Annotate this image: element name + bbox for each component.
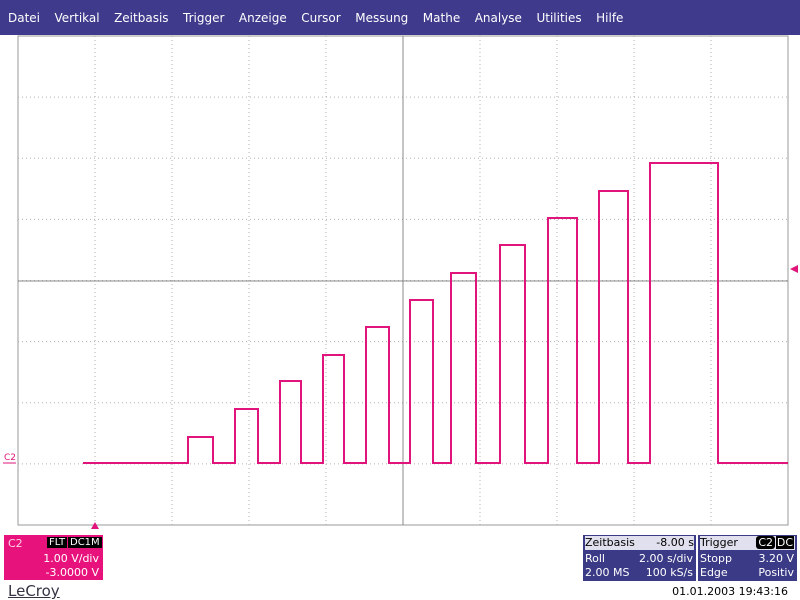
panel-header: Zeitbasis -8.00 s <box>585 536 694 550</box>
row-label: Edge <box>700 566 728 579</box>
trace-marker: C2 <box>4 453 16 463</box>
row-value: 100 kS/s <box>645 566 693 579</box>
trigger-coupling: DC <box>775 536 794 549</box>
menu-item[interactable]: Vertikal <box>54 10 100 25</box>
timebase-descriptor[interactable]: Zeitbasis -8.00 s Roll 2.00 s/div 2.00 MS 10… <box>583 535 696 581</box>
coupling-flag: DC1M <box>68 537 102 548</box>
menu-item[interactable]: Messung <box>355 10 409 25</box>
menu-item[interactable]: Utilities <box>536 10 582 25</box>
trace <box>83 162 788 464</box>
row-label: Roll <box>585 552 605 565</box>
trigger-descriptor[interactable]: Trigger C2 DC Stopp 3.20 V Edge Positiv <box>698 535 797 581</box>
info-row: 2.00 MS 100 kS/s <box>585 566 693 580</box>
info-row: Roll 2.00 s/div <box>585 552 693 566</box>
vertical-scale: 1.00 V/div <box>43 552 99 565</box>
channel-label: C2 <box>8 537 23 550</box>
row-value: 2.00 s/div <box>639 552 693 565</box>
panel-title: Zeitbasis <box>585 536 635 549</box>
timestamp: 01.01.2003 19:43:16 <box>672 585 788 598</box>
menu-item[interactable]: Mathe <box>422 10 461 25</box>
info-row: Edge Positiv <box>700 566 794 580</box>
row-label: Stopp <box>700 552 732 565</box>
row-label: 2.00 MS <box>585 566 630 579</box>
trigger-time-marker <box>91 522 99 529</box>
waveform-display: C2 <box>3 35 798 529</box>
menu-item[interactable]: Anzeige <box>238 10 287 25</box>
channel-descriptor[interactable]: C2 FLT DC1M 1.00 V/div -3.0000 V <box>4 535 103 580</box>
panel-title: Trigger <box>700 536 738 549</box>
offset: -3.0000 V <box>45 566 99 579</box>
brand-logo: LeCroy <box>8 582 60 600</box>
menu-item[interactable]: Hilfe <box>596 10 624 25</box>
menu-item[interactable]: Trigger <box>183 10 225 25</box>
filter-flag: FLT <box>47 537 68 548</box>
panel-header: Trigger C2 DC <box>700 536 795 550</box>
row-value: Positiv <box>758 566 794 579</box>
delay: -8.00 s <box>656 536 694 549</box>
info-row: Stopp 3.20 V <box>700 552 794 566</box>
menu-item[interactable]: Analyse <box>474 10 522 25</box>
menu-bar: Datei Vertikal Zeitbasis Trigger Anzeige Curs… <box>0 0 800 35</box>
menu-item[interactable]: Cursor <box>301 10 341 25</box>
row-value: 3.20 V <box>758 552 794 565</box>
trigger-level-marker <box>790 265 798 273</box>
trigger-channel: C2 <box>756 536 775 549</box>
menu-item[interactable]: Datei <box>8 10 41 25</box>
menu-item[interactable]: Zeitbasis <box>114 10 169 25</box>
